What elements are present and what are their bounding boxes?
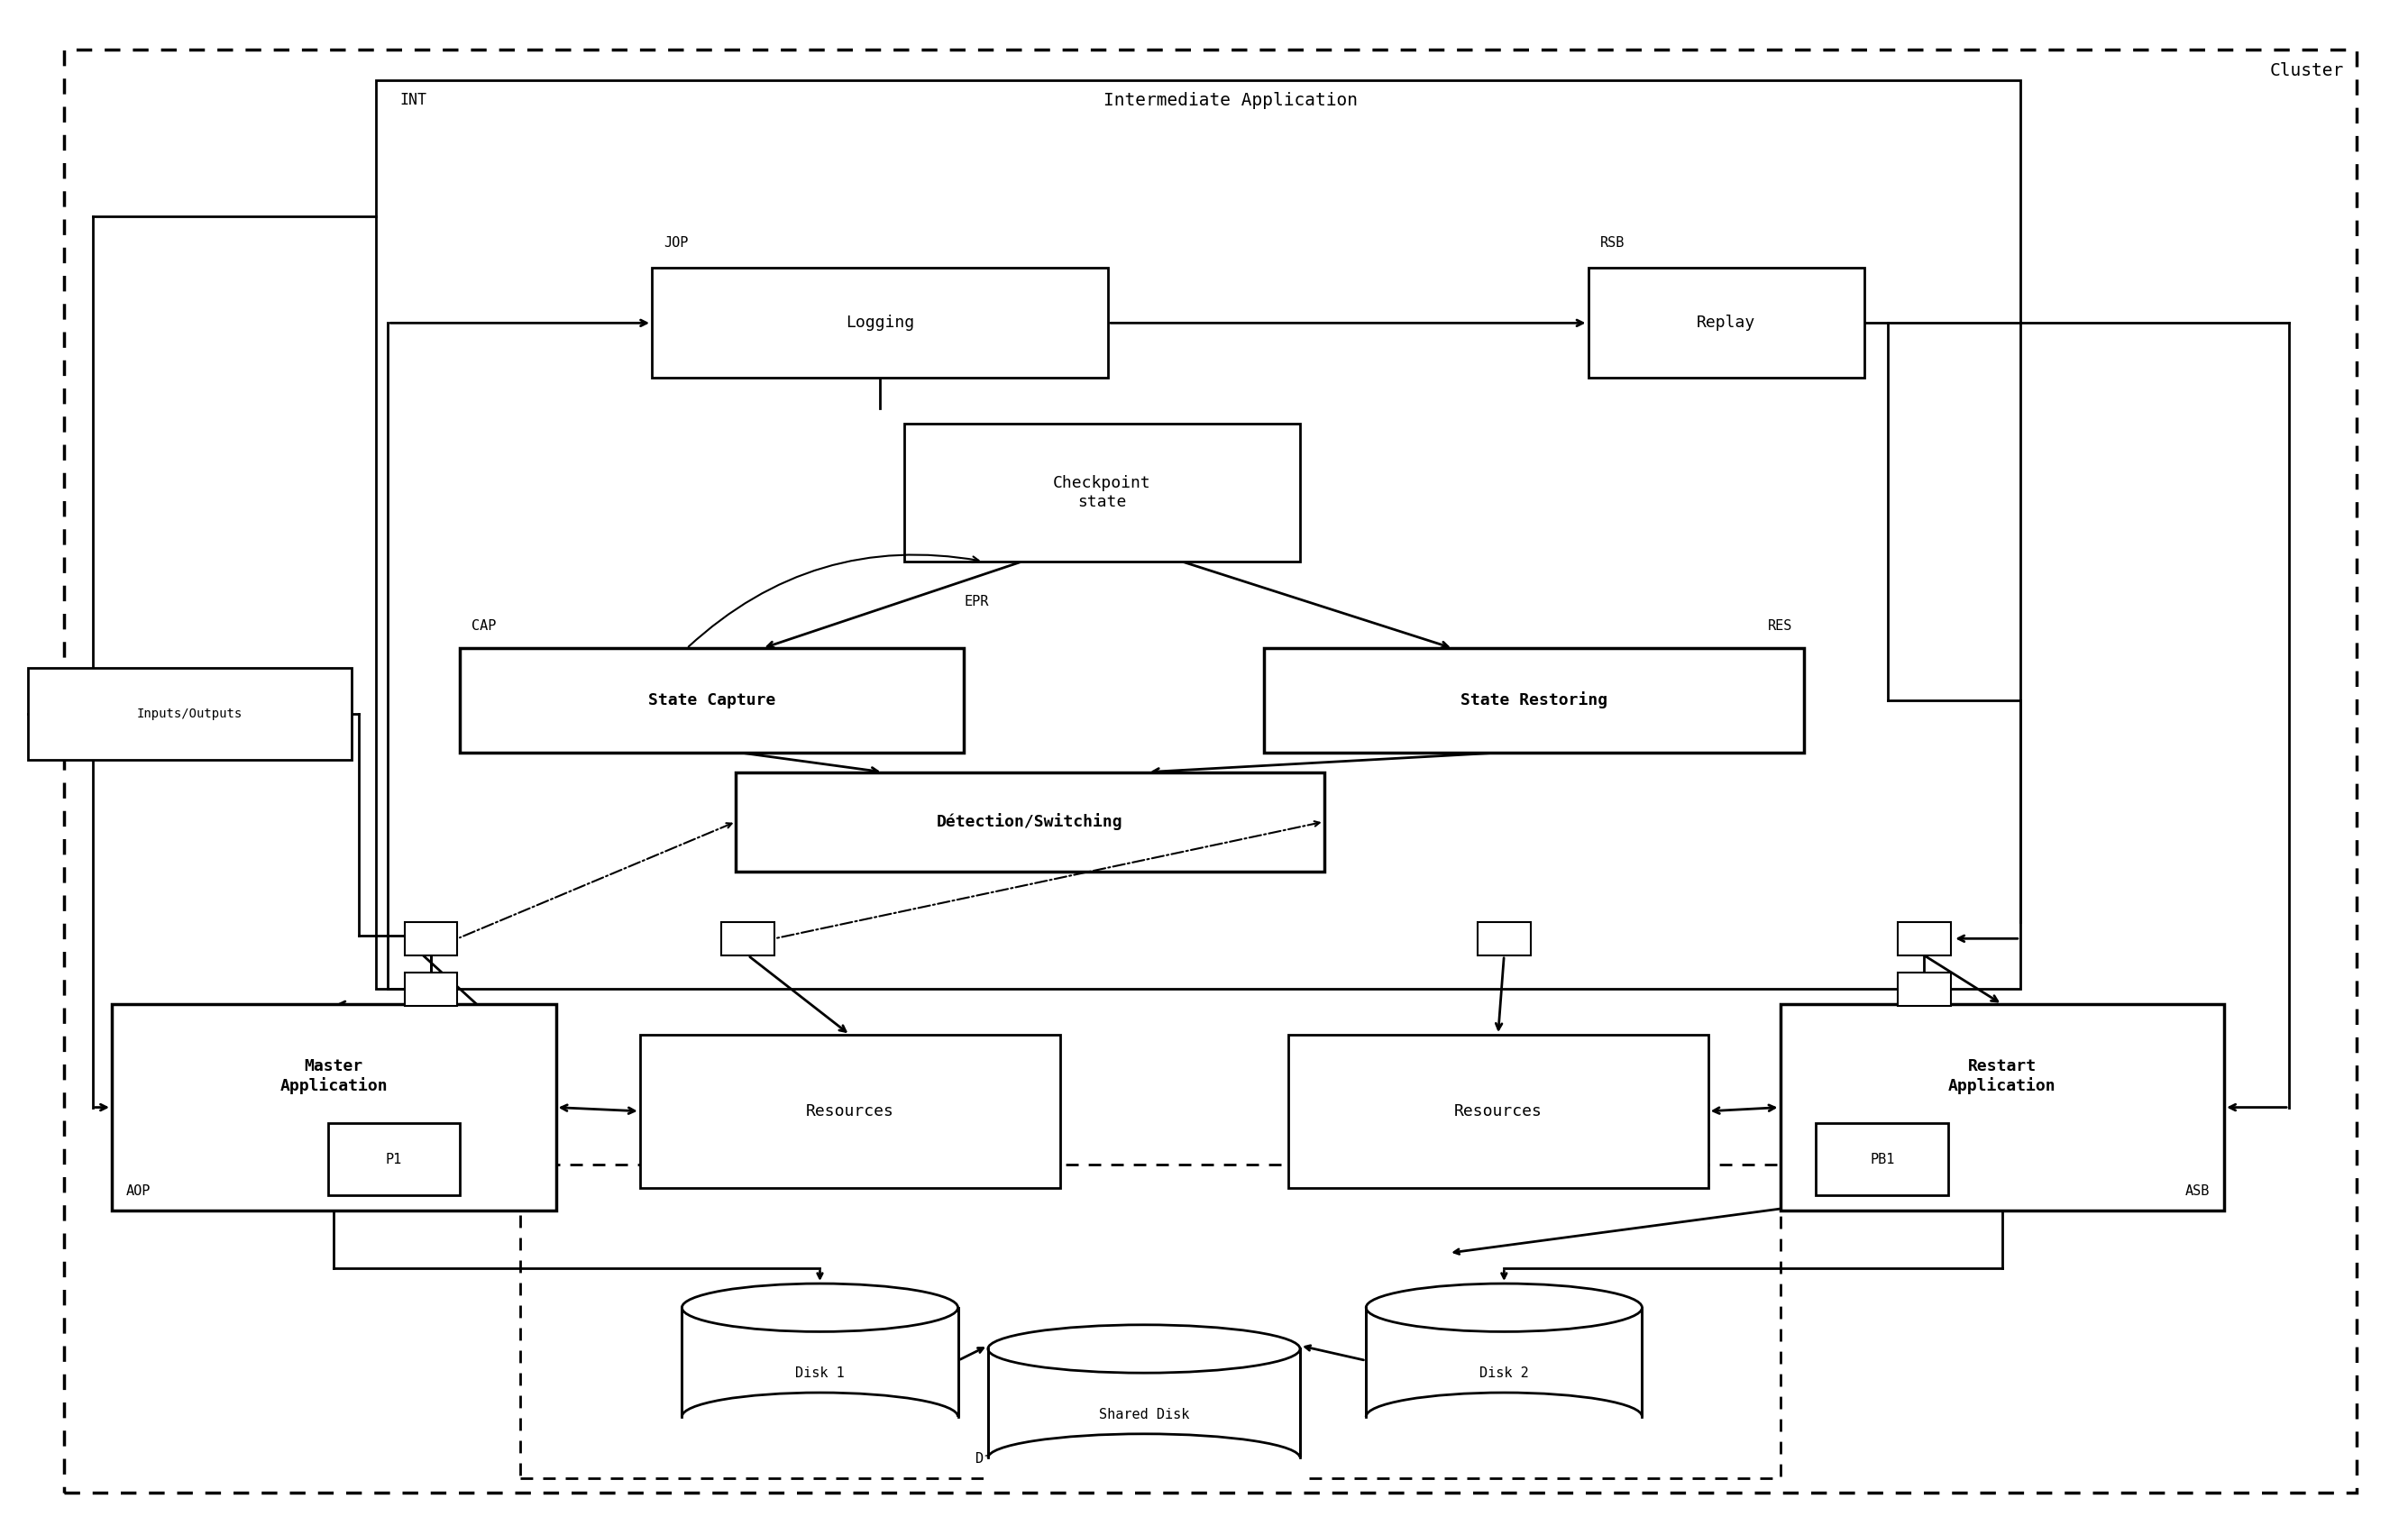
FancyBboxPatch shape [111, 1004, 556, 1211]
FancyBboxPatch shape [1898, 972, 1950, 1005]
Ellipse shape [681, 1392, 958, 1441]
Text: Disk 2: Disk 2 [1479, 1366, 1529, 1380]
Text: Détection/Switching: Détection/Switching [937, 814, 1122, 830]
FancyBboxPatch shape [1365, 1308, 1642, 1417]
Text: Intermediate Application: Intermediate Application [1103, 92, 1358, 109]
Ellipse shape [1365, 1392, 1642, 1441]
FancyBboxPatch shape [405, 972, 458, 1005]
FancyBboxPatch shape [327, 1124, 460, 1196]
Text: P1: P1 [385, 1153, 402, 1167]
Text: RSB: RSB [1599, 236, 1625, 250]
FancyBboxPatch shape [982, 1458, 1305, 1484]
Text: Data (File System): Data (File System) [975, 1452, 1122, 1466]
FancyBboxPatch shape [520, 1165, 1780, 1478]
FancyBboxPatch shape [737, 772, 1324, 872]
FancyBboxPatch shape [1264, 648, 1804, 752]
Ellipse shape [987, 1325, 1300, 1372]
FancyBboxPatch shape [1898, 923, 1950, 955]
FancyBboxPatch shape [903, 424, 1300, 562]
FancyBboxPatch shape [653, 269, 1108, 378]
Ellipse shape [681, 1283, 958, 1332]
FancyBboxPatch shape [460, 648, 963, 752]
Text: Disk 1: Disk 1 [795, 1366, 845, 1380]
Text: Master
Application: Master Application [279, 1059, 388, 1094]
Text: State Capture: State Capture [648, 692, 775, 709]
FancyBboxPatch shape [29, 668, 352, 760]
Text: Inputs/Outputs: Inputs/Outputs [137, 708, 243, 720]
FancyBboxPatch shape [1816, 1124, 1948, 1196]
Text: CAP: CAP [472, 620, 496, 632]
Text: Logging: Logging [845, 315, 915, 332]
Text: Cluster: Cluster [2271, 61, 2345, 78]
Text: PB1: PB1 [1869, 1153, 1895, 1167]
FancyBboxPatch shape [722, 923, 775, 955]
Text: Shared Disk: Shared Disk [1098, 1408, 1190, 1421]
Ellipse shape [987, 1434, 1300, 1481]
FancyBboxPatch shape [1780, 1004, 2225, 1211]
Text: ASB: ASB [2184, 1185, 2211, 1199]
Text: INT: INT [400, 92, 426, 109]
FancyBboxPatch shape [1288, 1035, 1707, 1188]
FancyBboxPatch shape [1361, 1417, 1647, 1444]
FancyBboxPatch shape [677, 1417, 963, 1444]
FancyBboxPatch shape [1589, 269, 1864, 378]
Text: RES: RES [1767, 620, 1792, 632]
Text: JOP: JOP [665, 236, 689, 250]
Text: Resources: Resources [807, 1104, 893, 1119]
FancyBboxPatch shape [376, 80, 2020, 989]
Text: Resources: Resources [1454, 1104, 1541, 1119]
FancyBboxPatch shape [63, 49, 2357, 1494]
Ellipse shape [1365, 1283, 1642, 1332]
FancyBboxPatch shape [681, 1308, 958, 1417]
Text: EPR: EPR [963, 596, 990, 608]
FancyBboxPatch shape [641, 1035, 1060, 1188]
Text: Replay: Replay [1698, 315, 1755, 332]
Text: Checkpoint
state: Checkpoint state [1052, 474, 1151, 510]
Text: AOP: AOP [125, 1185, 152, 1199]
Text: State Restoring: State Restoring [1462, 692, 1609, 709]
FancyBboxPatch shape [1479, 923, 1531, 955]
Text: Restart
Application: Restart Application [1948, 1059, 2056, 1094]
FancyBboxPatch shape [987, 1349, 1300, 1458]
FancyBboxPatch shape [405, 923, 458, 955]
